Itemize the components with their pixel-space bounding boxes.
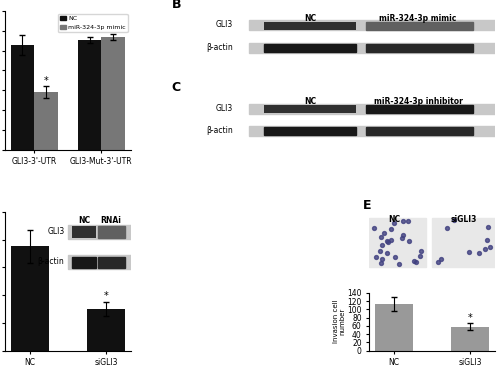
Point [398,235,406,241]
Bar [264,105,356,113]
Bar [264,44,356,52]
Bar [451,327,490,351]
Bar [366,22,474,30]
Point [486,244,494,250]
Text: E: E [363,199,372,212]
Point [395,261,403,266]
Point [380,231,388,237]
Point [377,260,385,266]
Text: β-actin: β-actin [206,42,234,52]
Text: C: C [172,82,181,94]
Text: *: * [104,291,108,301]
Point [377,234,385,240]
Bar [375,304,413,351]
Point [416,248,424,254]
Point [372,254,380,260]
Point [384,238,392,244]
Bar [366,127,474,135]
Point [404,218,412,224]
Point [387,237,395,243]
Point [390,220,398,226]
Point [484,224,492,230]
Point [378,242,386,248]
Point [378,256,386,262]
Bar [10,246,49,351]
Text: GLI3: GLI3 [216,104,234,113]
Text: siGLI3: siGLI3 [450,215,477,224]
Text: NC: NC [304,14,316,23]
Point [388,226,396,232]
Point [376,248,384,254]
Bar [264,22,356,30]
Legend: NC, miR-324-3p mimic: NC, miR-324-3p mimic [58,14,128,32]
Point [410,258,418,263]
Point [450,217,458,223]
Point [482,246,490,252]
Point [399,232,407,238]
Text: GLI3: GLI3 [216,20,234,30]
Bar [87,309,125,351]
Point [483,237,491,243]
Text: *: * [44,76,49,86]
Bar [366,105,474,113]
Bar [370,218,426,267]
Y-axis label: Invasion cell
number: Invasion cell number [333,300,346,344]
Point [370,225,378,231]
Point [392,254,400,259]
Bar [248,21,495,31]
Bar [78,40,102,150]
Text: NC: NC [388,215,400,224]
Bar [248,43,495,53]
Bar [248,104,495,114]
Text: *: * [468,313,472,323]
Text: miR-324-3p mimic: miR-324-3p mimic [380,14,456,23]
Point [384,250,392,256]
Point [416,253,424,259]
Text: miR-324-3p inhibitor: miR-324-3p inhibitor [374,97,462,106]
Point [475,249,483,255]
Bar [102,37,125,150]
Bar [264,127,356,135]
Point [437,256,445,262]
Point [384,239,392,245]
Point [443,225,451,231]
Bar [10,45,34,150]
Text: B: B [172,0,182,11]
Bar [34,92,58,150]
Bar [248,126,495,136]
Text: β-actin: β-actin [206,126,234,135]
Point [412,259,420,265]
Bar [432,218,495,267]
Point [465,249,473,255]
Bar [366,44,474,52]
Point [405,238,413,244]
Point [434,259,442,265]
Text: NC: NC [304,97,316,106]
Point [398,218,406,224]
